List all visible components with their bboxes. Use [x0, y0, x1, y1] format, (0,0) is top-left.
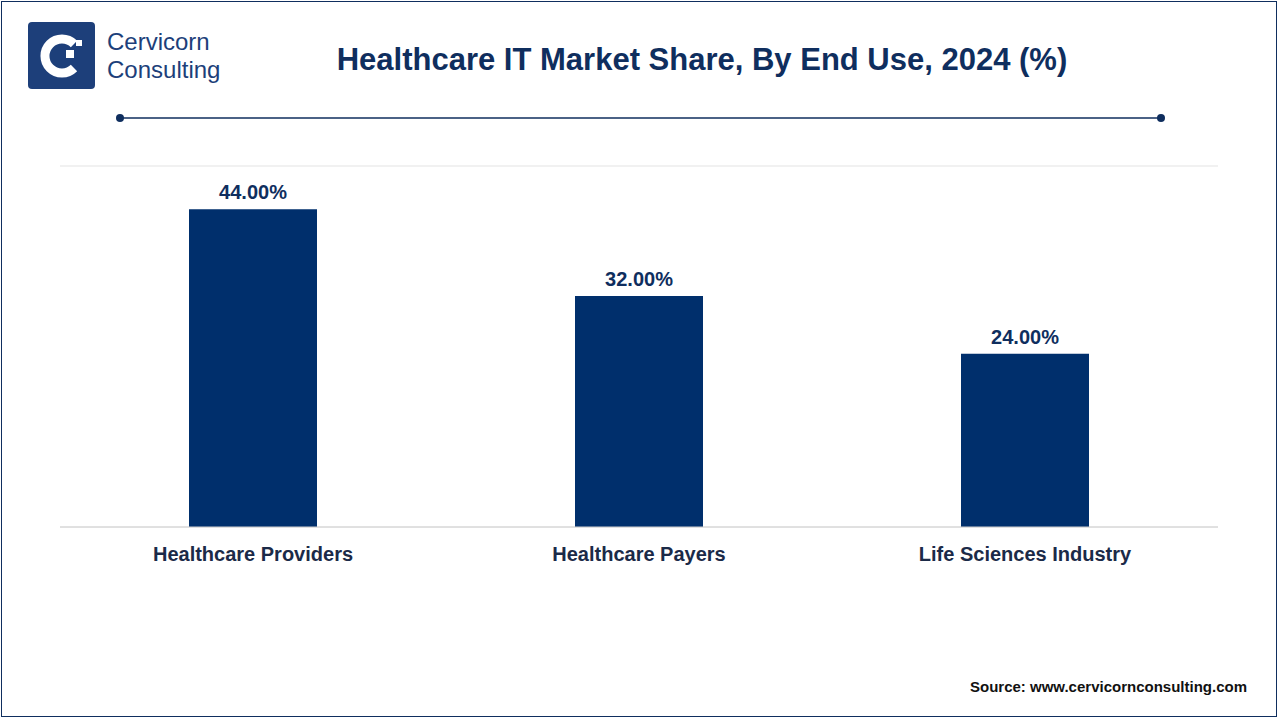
svg-text:Healthcare IT Market Share, By: Healthcare IT Market Share, By End Use, …: [337, 42, 1068, 77]
svg-text:Cervicorn: Cervicorn: [107, 28, 210, 55]
svg-text:24.00%: 24.00%: [991, 326, 1059, 348]
svg-text:Healthcare Payers: Healthcare Payers: [552, 543, 725, 565]
svg-text:44.00%: 44.00%: [219, 181, 287, 203]
svg-text:Consulting: Consulting: [107, 56, 220, 83]
svg-text:Healthcare Providers: Healthcare Providers: [153, 543, 353, 565]
svg-text:32.00%: 32.00%: [605, 268, 673, 290]
svg-text:Source: www.cervicornconsultin: Source: www.cervicornconsulting.com: [970, 678, 1247, 695]
svg-text:Life Sciences Industry: Life Sciences Industry: [919, 543, 1132, 565]
